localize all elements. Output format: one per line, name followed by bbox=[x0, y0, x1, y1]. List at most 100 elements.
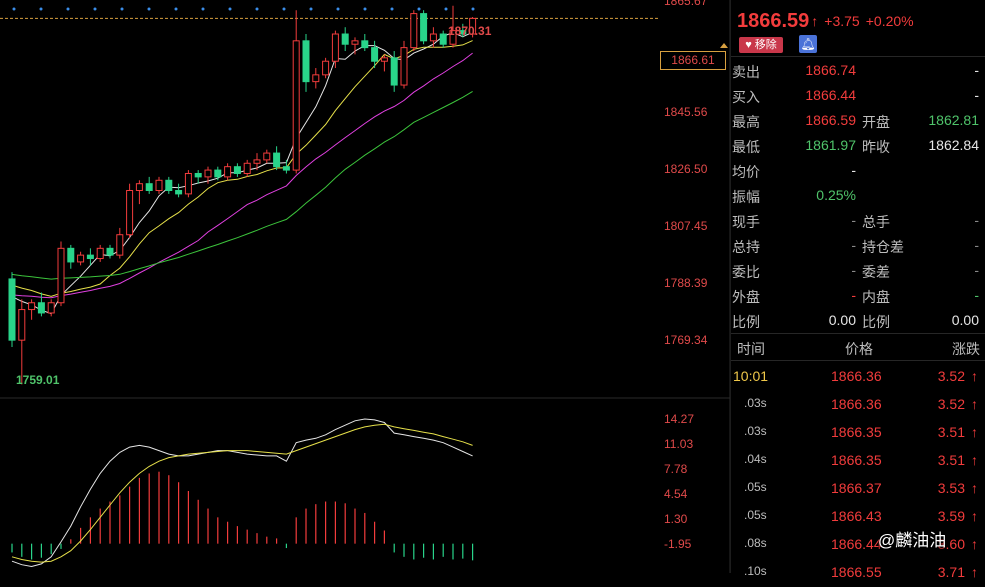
quote-label: 昨收 bbox=[862, 139, 890, 155]
quote-panel: 1866.59 ↑ +3.75 +0.20% ♥ 移除 🔔︎ 卖出 1866.74- 买入… bbox=[730, 0, 985, 580]
candle-down bbox=[233, 166, 241, 174]
macd-axis-label: -1.95 bbox=[664, 537, 692, 551]
tick-row[interactable]: .04s 1866.35 3.51 ↑ bbox=[731, 447, 985, 475]
tick-row[interactable]: .08s 1866.44 3.60 ↑ bbox=[731, 531, 985, 559]
ma20-line bbox=[11, 52, 473, 299]
quote-value: 1862.81 bbox=[928, 112, 979, 128]
quote-value: 1862.84 bbox=[928, 137, 979, 153]
candle-up bbox=[47, 302, 55, 314]
up-arrow-icon: ↑ bbox=[971, 368, 978, 384]
candlestick-chart[interactable] bbox=[0, 0, 730, 573]
ticks-header-change: 涨跌 bbox=[952, 341, 980, 357]
candle-up bbox=[253, 159, 261, 164]
quote-value: - bbox=[974, 62, 979, 78]
tick-change: 3.53 bbox=[937, 480, 965, 496]
price-change-percent: +0.20% bbox=[865, 12, 914, 29]
top-marker-dot bbox=[255, 7, 259, 11]
price-change: +3.75 bbox=[824, 12, 860, 29]
tick-row[interactable]: .03s 1866.36 3.52 ↑ bbox=[731, 391, 985, 419]
price-marker-arrow bbox=[720, 43, 728, 48]
up-arrow-icon: ↑ bbox=[971, 396, 978, 412]
candle-down bbox=[37, 302, 45, 314]
tick-change: 3.51 bbox=[937, 424, 965, 440]
quote-value: - bbox=[974, 212, 979, 228]
bell-icon[interactable]: 🔔︎ bbox=[799, 35, 817, 53]
y-axis-label: 1807.45 bbox=[664, 219, 708, 233]
up-arrow-icon: ↑ bbox=[971, 452, 978, 468]
tick-price: 1866.44 bbox=[831, 536, 882, 552]
candle-down bbox=[302, 40, 310, 83]
top-marker-dot bbox=[174, 7, 178, 11]
tick-row[interactable]: .03s 1866.35 3.51 ↑ bbox=[731, 419, 985, 447]
quote-value: - bbox=[974, 87, 979, 103]
tick-change: 3.51 bbox=[937, 452, 965, 468]
remove-button[interactable]: ♥ 移除 bbox=[739, 37, 783, 53]
tick-row[interactable]: .10s 1866.55 3.71 ↑ bbox=[731, 559, 985, 587]
candle-up bbox=[126, 189, 134, 236]
top-marker-dot bbox=[93, 7, 97, 11]
tick-time: 10:01 bbox=[733, 368, 769, 384]
tick-time: .03s bbox=[744, 424, 767, 438]
tick-time: .10s bbox=[744, 564, 767, 578]
candle-down bbox=[106, 247, 114, 256]
tick-time: .08s bbox=[744, 536, 767, 550]
heart-icon: ♥ bbox=[745, 39, 752, 51]
quote-label: 外盘 bbox=[732, 289, 760, 305]
top-marker-dot bbox=[471, 7, 475, 11]
tick-change: 3.59 bbox=[937, 508, 965, 524]
quote-label: 比例 bbox=[862, 314, 890, 330]
candle-down bbox=[165, 179, 173, 191]
quote-label: 总持 bbox=[732, 239, 760, 255]
quote-row: 最高 1866.59 开盘 1862.81 bbox=[731, 108, 985, 133]
quote-value: - bbox=[974, 287, 979, 303]
y-axis-label: 1788.39 bbox=[664, 276, 708, 290]
quote-row: 现手 - 总手 - bbox=[731, 208, 985, 233]
ticks-header: 时间 价格 涨跌 bbox=[731, 336, 985, 360]
tick-price: 1866.36 bbox=[831, 396, 882, 412]
quote-value: - bbox=[974, 262, 979, 278]
quote-label: 内盘 bbox=[862, 289, 890, 305]
up-arrow-icon: ↑ bbox=[971, 564, 978, 580]
y-axis-label: 1865.67 bbox=[664, 0, 708, 8]
quote-value: 1866.74 bbox=[805, 62, 856, 78]
quote-value: 0.00 bbox=[828, 312, 856, 328]
macd-axis-label: 4.54 bbox=[664, 487, 688, 501]
quote-row: 振幅 0.25% bbox=[731, 183, 985, 208]
candle-up bbox=[331, 33, 339, 62]
tick-time: .05s bbox=[744, 480, 767, 494]
candle-down bbox=[420, 13, 428, 42]
tick-row[interactable]: .05s 1866.37 3.53 ↑ bbox=[731, 475, 985, 503]
quote-row: 均价 - bbox=[731, 158, 985, 183]
top-marker-dot bbox=[228, 7, 232, 11]
quote-label: 开盘 bbox=[862, 114, 890, 130]
candle-down bbox=[341, 33, 349, 45]
quote-value: 1866.44 bbox=[805, 87, 856, 103]
candle-up bbox=[28, 302, 36, 311]
candle-down bbox=[194, 172, 202, 178]
tick-time: .03s bbox=[744, 396, 767, 410]
quote-row: 比例 0.00 比例 0.00 bbox=[731, 308, 985, 333]
tick-price: 1866.35 bbox=[831, 452, 882, 468]
tick-row[interactable]: 10:01 1866.36 3.52 ↑ bbox=[731, 363, 985, 391]
candle-down bbox=[282, 166, 290, 171]
candle-up bbox=[263, 152, 271, 161]
tick-row[interactable]: .05s 1866.43 3.59 ↑ bbox=[731, 503, 985, 531]
quote-label: 委差 bbox=[862, 264, 890, 280]
macd-axis-label: 14.27 bbox=[664, 412, 695, 426]
up-arrow-icon: ↑ bbox=[811, 12, 819, 29]
divider bbox=[731, 333, 985, 334]
quote-value: 0.00 bbox=[951, 312, 979, 328]
candle-up bbox=[77, 254, 85, 263]
quote-label: 持仓差 bbox=[862, 239, 904, 255]
low-marker-label: 1759.01 bbox=[16, 373, 60, 387]
macd-axis-label: 7.78 bbox=[664, 462, 688, 476]
top-marker-dot bbox=[282, 7, 286, 11]
candle-up bbox=[449, 30, 457, 45]
chart-area[interactable]: 1865.67 1845.56 1826.50 1807.45 1788.39 … bbox=[0, 0, 730, 573]
candle-up bbox=[243, 162, 251, 174]
candle-up bbox=[429, 33, 437, 42]
quote-label: 振幅 bbox=[732, 189, 760, 205]
quote-label: 均价 bbox=[732, 164, 760, 180]
top-marker-dot bbox=[363, 7, 367, 11]
candle-down bbox=[175, 189, 183, 195]
